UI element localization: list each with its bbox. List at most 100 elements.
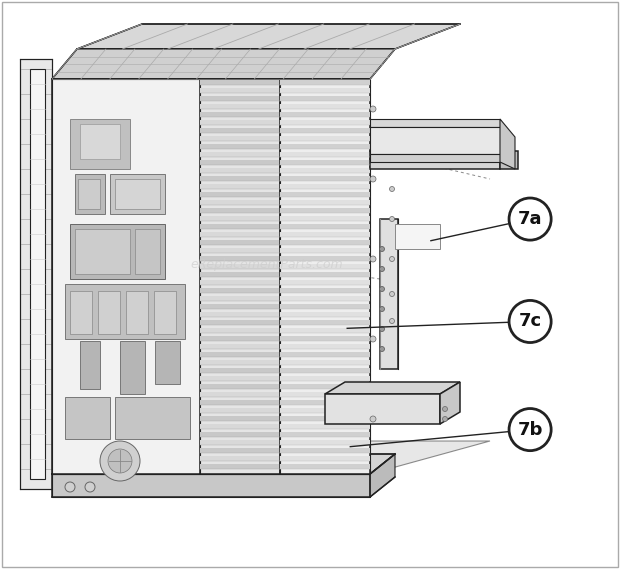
Polygon shape bbox=[200, 216, 280, 221]
Polygon shape bbox=[280, 448, 370, 453]
Circle shape bbox=[389, 257, 394, 262]
Circle shape bbox=[65, 482, 75, 492]
Polygon shape bbox=[200, 136, 280, 141]
Circle shape bbox=[389, 216, 394, 221]
Polygon shape bbox=[280, 104, 370, 109]
Polygon shape bbox=[30, 69, 45, 479]
Polygon shape bbox=[280, 272, 370, 277]
Polygon shape bbox=[200, 120, 280, 125]
Polygon shape bbox=[280, 144, 370, 149]
Polygon shape bbox=[280, 248, 370, 253]
Polygon shape bbox=[280, 464, 370, 469]
Polygon shape bbox=[52, 454, 395, 474]
Polygon shape bbox=[200, 440, 280, 445]
Polygon shape bbox=[280, 112, 370, 117]
Polygon shape bbox=[280, 160, 370, 165]
Polygon shape bbox=[200, 432, 280, 437]
Polygon shape bbox=[200, 176, 280, 181]
Circle shape bbox=[379, 307, 384, 311]
Polygon shape bbox=[280, 432, 370, 437]
Polygon shape bbox=[370, 151, 500, 169]
Polygon shape bbox=[200, 96, 280, 101]
Polygon shape bbox=[77, 24, 460, 49]
Polygon shape bbox=[200, 272, 280, 277]
Polygon shape bbox=[280, 392, 370, 397]
Polygon shape bbox=[70, 119, 130, 169]
Circle shape bbox=[370, 106, 376, 112]
Circle shape bbox=[379, 287, 384, 291]
Polygon shape bbox=[115, 397, 190, 439]
Polygon shape bbox=[75, 174, 105, 214]
Polygon shape bbox=[52, 49, 395, 79]
Polygon shape bbox=[370, 154, 500, 162]
Text: 7b: 7b bbox=[518, 420, 542, 439]
Polygon shape bbox=[200, 152, 280, 157]
Polygon shape bbox=[200, 456, 280, 461]
Polygon shape bbox=[280, 408, 370, 413]
Polygon shape bbox=[80, 341, 100, 389]
Polygon shape bbox=[280, 280, 370, 285]
Circle shape bbox=[389, 291, 394, 296]
Polygon shape bbox=[280, 176, 370, 181]
Polygon shape bbox=[200, 360, 280, 365]
Circle shape bbox=[85, 482, 95, 492]
Circle shape bbox=[389, 319, 394, 324]
Polygon shape bbox=[370, 119, 500, 127]
Polygon shape bbox=[200, 336, 280, 341]
Polygon shape bbox=[75, 229, 130, 274]
Polygon shape bbox=[200, 344, 280, 349]
Polygon shape bbox=[325, 394, 440, 424]
Polygon shape bbox=[200, 128, 280, 133]
Polygon shape bbox=[200, 464, 280, 469]
Circle shape bbox=[379, 266, 384, 271]
Polygon shape bbox=[280, 456, 370, 461]
Polygon shape bbox=[70, 291, 92, 334]
Polygon shape bbox=[200, 320, 280, 325]
Polygon shape bbox=[200, 144, 280, 149]
Polygon shape bbox=[200, 112, 280, 117]
Polygon shape bbox=[78, 179, 100, 209]
Polygon shape bbox=[370, 127, 500, 154]
Polygon shape bbox=[200, 312, 280, 317]
Polygon shape bbox=[280, 368, 370, 373]
Polygon shape bbox=[70, 224, 165, 279]
Polygon shape bbox=[52, 474, 370, 497]
Polygon shape bbox=[280, 232, 370, 237]
Polygon shape bbox=[200, 232, 280, 237]
Polygon shape bbox=[65, 397, 110, 439]
Polygon shape bbox=[280, 224, 370, 229]
Circle shape bbox=[108, 449, 132, 473]
Polygon shape bbox=[154, 291, 176, 334]
Polygon shape bbox=[200, 160, 280, 165]
Polygon shape bbox=[200, 416, 280, 421]
Circle shape bbox=[443, 417, 448, 422]
Polygon shape bbox=[200, 408, 280, 413]
Polygon shape bbox=[325, 382, 460, 394]
Polygon shape bbox=[200, 240, 280, 245]
Polygon shape bbox=[200, 368, 280, 373]
Polygon shape bbox=[200, 184, 280, 189]
Polygon shape bbox=[200, 384, 280, 389]
Polygon shape bbox=[200, 392, 280, 397]
Polygon shape bbox=[200, 79, 280, 474]
Polygon shape bbox=[200, 296, 280, 301]
Polygon shape bbox=[52, 441, 490, 474]
Polygon shape bbox=[200, 304, 280, 309]
Circle shape bbox=[100, 441, 140, 481]
Polygon shape bbox=[52, 79, 200, 474]
Polygon shape bbox=[280, 384, 370, 389]
Polygon shape bbox=[280, 376, 370, 381]
Polygon shape bbox=[20, 59, 52, 489]
Text: 7c: 7c bbox=[518, 312, 542, 331]
Circle shape bbox=[509, 198, 551, 240]
Polygon shape bbox=[200, 288, 280, 293]
Polygon shape bbox=[500, 151, 518, 169]
Text: 7a: 7a bbox=[518, 210, 542, 228]
Polygon shape bbox=[200, 448, 280, 453]
Polygon shape bbox=[200, 208, 280, 213]
Polygon shape bbox=[280, 216, 370, 221]
Circle shape bbox=[509, 409, 551, 451]
Circle shape bbox=[370, 176, 376, 182]
Polygon shape bbox=[280, 320, 370, 325]
Polygon shape bbox=[200, 256, 280, 261]
